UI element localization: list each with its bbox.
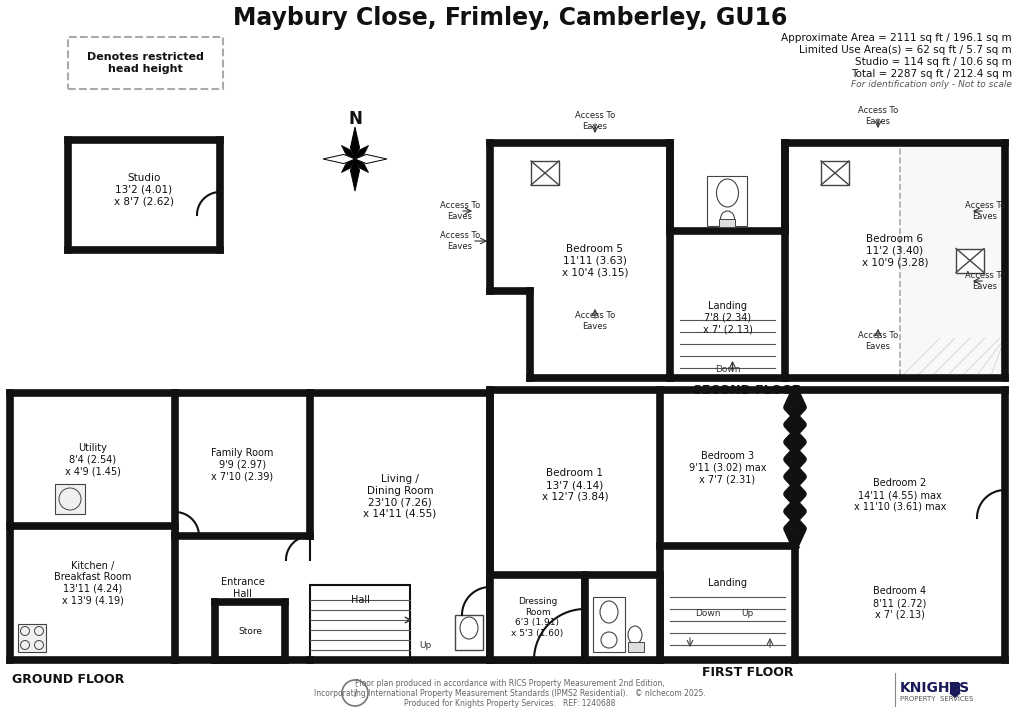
Bar [707,176,747,226]
Text: Access To
Eaves: Access To Eaves [575,311,614,331]
Text: Down: Down [714,366,740,374]
Text: Landing: Landing [707,578,746,588]
Text: Access To
Eaves: Access To Eaves [857,106,898,125]
Text: Studio
13'2 (4.01)
x 8'7 (2.62): Studio 13'2 (4.01) x 8'7 (2.62) [114,173,174,207]
Polygon shape [351,127,360,159]
Text: KNIGHTS: KNIGHTS [899,681,969,695]
Bar [592,597,625,652]
Bar [531,161,558,185]
Text: Limited Use Area(s) = 62 sq ft / 5.7 sq m: Limited Use Area(s) = 62 sq ft / 5.7 sq … [799,45,1011,55]
Bar [310,585,410,660]
FancyArrow shape [948,683,960,698]
Text: Landing
7'8 (2.34)
x 7' (2.13): Landing 7'8 (2.34) x 7' (2.13) [702,301,752,335]
Polygon shape [355,146,368,159]
Text: Down: Down [694,609,719,617]
Bar [628,642,643,652]
Polygon shape [341,159,355,172]
Text: Total = 2287 sq ft / 212.4 sq m: Total = 2287 sq ft / 212.4 sq m [850,69,1011,79]
Text: Bedroom 1
13'7 (4.14)
x 12'7 (3.84): Bedroom 1 13'7 (4.14) x 12'7 (3.84) [541,469,607,502]
Text: Entrance
Hall: Entrance Hall [220,578,264,599]
Text: Living /
Dining Room
23'10 (7.26)
x 14'11 (4.55): Living / Dining Room 23'10 (7.26) x 14'1… [363,474,436,519]
Polygon shape [355,154,386,164]
Text: Access To
Eaves: Access To Eaves [964,201,1004,221]
Text: i: i [353,686,357,700]
Bar [68,37,223,89]
Text: Bedroom 2
14'11 (4.55) max
x 11'10 (3.61) max: Bedroom 2 14'11 (4.55) max x 11'10 (3.61… [853,479,946,512]
Text: Bedroom 6
11'2 (3.40)
x 10'9 (3.28): Bedroom 6 11'2 (3.40) x 10'9 (3.28) [861,234,927,267]
Text: Bedroom 3
9'11 (3.02) max
x 7'7 (2.31): Bedroom 3 9'11 (3.02) max x 7'7 (2.31) [688,451,765,485]
Polygon shape [323,154,355,164]
Text: Utility
8'4 (2.54)
x 4'9 (1.45): Utility 8'4 (2.54) x 4'9 (1.45) [64,443,120,476]
Text: Kitchen /
Breakfast Room
13'11 (4.24)
x 13'9 (4.19): Kitchen / Breakfast Room 13'11 (4.24) x … [54,561,131,606]
Text: PROPERTY  SERVICES: PROPERTY SERVICES [899,696,972,702]
Text: Produced for Knights Property Services.   REF: 1240688: Produced for Knights Property Services. … [404,699,615,709]
Bar [585,575,659,660]
Text: Hall: Hall [351,595,369,605]
Text: Studio = 114 sq ft / 10.6 sq m: Studio = 114 sq ft / 10.6 sq m [854,57,1011,67]
Bar [489,575,585,660]
Bar [18,624,46,652]
Text: Family Room
9'9 (2.97)
x 7'10 (2.39): Family Room 9'9 (2.97) x 7'10 (2.39) [211,448,273,481]
Bar [820,161,848,185]
Text: Access To
Eaves: Access To Eaves [575,111,614,131]
Text: Access To
Eaves: Access To Eaves [857,332,898,350]
Bar [454,615,483,650]
Text: Maybury Close, Frimley, Camberley, GU16: Maybury Close, Frimley, Camberley, GU16 [232,6,787,30]
Text: Store: Store [237,627,262,635]
Text: Dressing
Room
6'3 (1.91)
x 5'3 (1.60): Dressing Room 6'3 (1.91) x 5'3 (1.60) [511,598,564,637]
Text: Access To
Eaves: Access To Eaves [964,271,1004,291]
Text: Incorporating International Property Measurement Standards (IPMS2 Residential). : Incorporating International Property Mea… [314,689,705,699]
Text: FIRST FLOOR: FIRST FLOOR [701,666,793,679]
Polygon shape [341,146,355,159]
Text: Up: Up [419,640,431,650]
Text: Floor plan produced in accordance with RICS Property Measurement 2nd Edition,: Floor plan produced in accordance with R… [355,679,664,689]
Text: Approximate Area = 2111 sq ft / 196.1 sq m: Approximate Area = 2111 sq ft / 196.1 sq… [781,33,1011,43]
Text: Bedroom 5
11'11 (3.63)
x 10'4 (3.15): Bedroom 5 11'11 (3.63) x 10'4 (3.15) [561,244,628,277]
Text: Up: Up [741,609,753,617]
Bar [955,249,983,273]
Bar [718,219,735,227]
Text: Bedroom 4
8'11 (2.72)
x 7' (2.13): Bedroom 4 8'11 (2.72) x 7' (2.13) [872,586,926,619]
Text: N: N [347,110,362,128]
Text: Denotes restricted
head height: Denotes restricted head height [87,52,203,74]
Bar [55,484,85,514]
Text: For identification only - Not to scale: For identification only - Not to scale [850,80,1011,89]
Text: Access To
Eaves: Access To Eaves [439,231,480,251]
Text: Access To
Eaves: Access To Eaves [439,201,480,221]
Bar [899,143,1004,378]
Text: SECOND FLOOR: SECOND FLOOR [692,384,801,397]
Polygon shape [355,159,368,172]
Polygon shape [351,159,360,191]
Text: GROUND FLOOR: GROUND FLOOR [12,673,124,686]
